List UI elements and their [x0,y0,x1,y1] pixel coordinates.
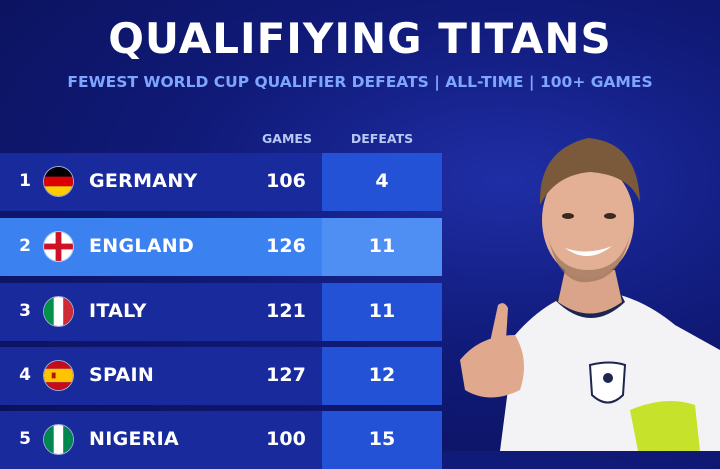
table-row: 2 ENGLAND 126 11 [0,218,442,276]
defeats-cell: 11 [322,283,442,341]
country-label: SPAIN [89,364,155,386]
games-value: 127 [266,364,306,386]
table-row: 1 GERMANY 106 4 [0,153,442,211]
games-value: 126 [266,235,306,257]
defeats-value: 15 [368,428,396,450]
country-label: ENGLAND [89,235,195,257]
defeats-cell: 4 [322,153,442,211]
column-header-defeats: DEFEATS [350,131,414,146]
rank-label: 4 [19,365,31,385]
country-label: NIGERIA [89,428,180,450]
spain-flag-icon [44,361,73,390]
england-flag-icon [44,232,73,261]
germany-flag-icon [44,167,73,196]
table-row: 3 ITALY 121 11 [0,283,442,341]
defeats-cell: 11 [322,218,442,276]
rank-label: 2 [19,236,31,256]
defeats-cell: 15 [322,411,442,469]
defeats-value: 4 [375,170,389,192]
table-row: 4 SPAIN 127 12 [0,347,442,405]
rank-label: 5 [19,429,31,449]
defeats-value: 11 [368,235,396,257]
country-label: GERMANY [89,170,198,192]
defeats-cell: 12 [322,347,442,405]
defeats-value: 12 [368,364,396,386]
column-header-games: GAMES [262,131,312,146]
defeats-value: 11 [368,300,396,322]
games-value: 121 [266,300,306,322]
games-value: 106 [266,170,306,192]
page-subtitle: FEWEST WORLD CUP QUALIFIER DEFEATS | ALL… [67,73,653,91]
games-value: 100 [266,428,306,450]
table-row: 5 NIGERIA 100 15 [0,411,442,469]
nigeria-flag-icon [44,425,73,454]
page-title: QUALIFIYING TITANS [108,14,612,63]
player-photo [460,138,720,451]
rank-label: 1 [19,171,31,191]
italy-flag-icon [44,297,73,326]
rank-label: 3 [19,301,31,321]
country-label: ITALY [89,300,147,322]
